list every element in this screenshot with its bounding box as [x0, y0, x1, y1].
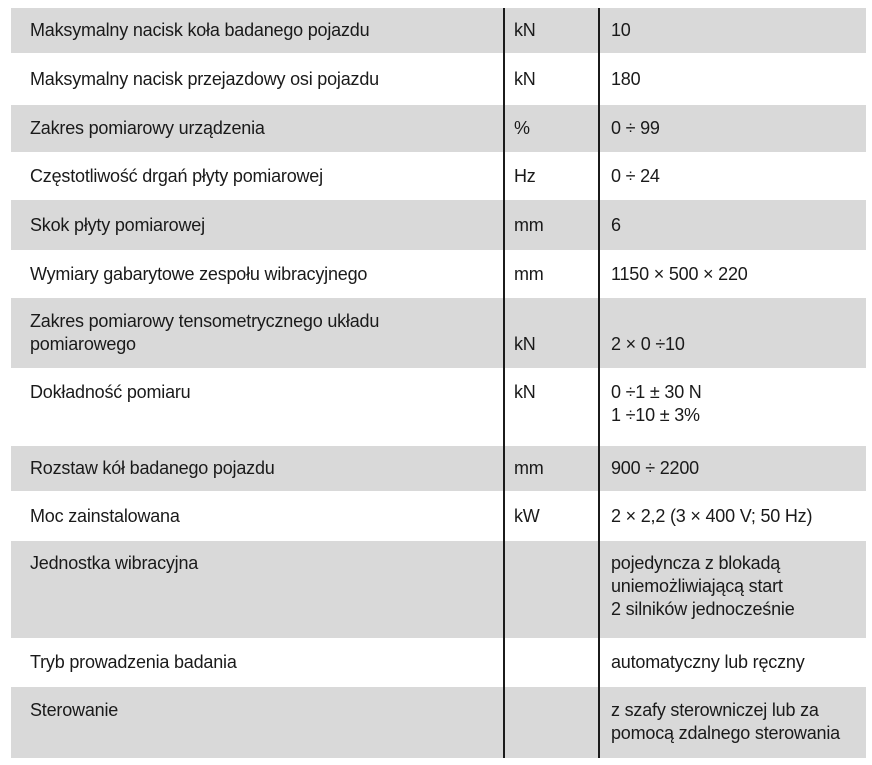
spec-label: Rozstaw kół badanego pojazdu	[30, 458, 275, 478]
table-row: Częstotliwość drgań płyty pomiarowej Hz …	[11, 152, 866, 200]
spec-unit: kN	[503, 53, 600, 105]
table-row: Jednostka wibracyjna pojedyncza z blokad…	[11, 541, 866, 638]
table-row: Tryb prowadzenia badania automatyczny lu…	[11, 638, 866, 687]
spec-label: Moc zainstalowana	[30, 505, 180, 526]
spec-value: 0 ÷ 99	[611, 118, 660, 138]
spec-value: automatyczny lub ręczny	[611, 652, 805, 672]
spec-value: 0 ÷1 ± 30 N 1 ÷10 ± 3%	[611, 382, 702, 425]
spec-unit: mm	[503, 446, 600, 491]
spec-unit	[503, 638, 600, 687]
spec-unit: %	[503, 105, 600, 152]
table-row: Maksymalny nacisk przejazdowy osi pojazd…	[11, 53, 866, 105]
spec-unit: kW	[503, 491, 600, 541]
spec-unit	[503, 541, 600, 638]
spec-value: 2 × 2,2 (3 × 400 V; 50 Hz)	[611, 505, 813, 526]
spec-unit: kN	[503, 8, 600, 53]
spec-value: 6	[611, 214, 621, 235]
spec-value: 10	[611, 20, 631, 40]
spec-label: Zakres pomiarowy tensometrycznego układu…	[30, 311, 380, 354]
table-row: Wymiary gabarytowe zespołu wibracyjnego …	[11, 250, 866, 298]
spec-label: Zakres pomiarowy urządzenia	[30, 118, 265, 138]
table-row: Sterowanie z szafy sterowniczej lub za p…	[11, 687, 866, 758]
spec-label: Skok płyty pomiarowej	[30, 214, 205, 235]
table-row: Zakres pomiarowy tensometrycznego układu…	[11, 298, 866, 368]
spec-table: Maksymalny nacisk koła badanego pojazdu …	[11, 8, 866, 758]
table-row: Zakres pomiarowy urządzenia % 0 ÷ 99	[11, 105, 866, 152]
spec-value: 2 × 0 ÷10	[611, 334, 685, 354]
table-row: Rozstaw kół badanego pojazdu mm 900 ÷ 22…	[11, 446, 866, 491]
spec-value: pojedyncza z blokadą uniemożliwiającą st…	[611, 553, 795, 619]
spec-value: 1150 × 500 × 220	[611, 263, 748, 284]
spec-label: Tryb prowadzenia badania	[30, 652, 237, 672]
spec-value: z szafy sterowniczej lub za pomocą zdaln…	[611, 700, 840, 743]
spec-label: Dokładność pomiaru	[30, 382, 191, 402]
spec-label: Jednostka wibracyjna	[30, 553, 199, 573]
spec-unit: mm	[503, 250, 600, 298]
spec-unit: Hz	[503, 152, 600, 200]
spec-value: 0 ÷ 24	[611, 165, 660, 186]
table-row: Maksymalny nacisk koła badanego pojazdu …	[11, 8, 866, 53]
spec-value: 180	[611, 68, 641, 89]
spec-unit: kN	[503, 298, 600, 368]
spec-label: Maksymalny nacisk przejazdowy osi pojazd…	[30, 68, 379, 89]
table-row: Dokładność pomiaru kN 0 ÷1 ± 30 N 1 ÷10 …	[11, 368, 866, 446]
spec-value: 900 ÷ 2200	[611, 458, 699, 478]
spec-unit: mm	[503, 200, 600, 250]
spec-unit	[503, 687, 600, 758]
spec-label: Sterowanie	[30, 700, 119, 720]
spec-label: Maksymalny nacisk koła badanego pojazdu	[30, 20, 370, 40]
table-row: Skok płyty pomiarowej mm 6	[11, 200, 866, 250]
spec-label: Wymiary gabarytowe zespołu wibracyjnego	[30, 263, 368, 284]
spec-label: Częstotliwość drgań płyty pomiarowej	[30, 165, 323, 186]
spec-unit: kN	[503, 368, 600, 446]
table-row: Moc zainstalowana kW 2 × 2,2 (3 × 400 V;…	[11, 491, 866, 541]
